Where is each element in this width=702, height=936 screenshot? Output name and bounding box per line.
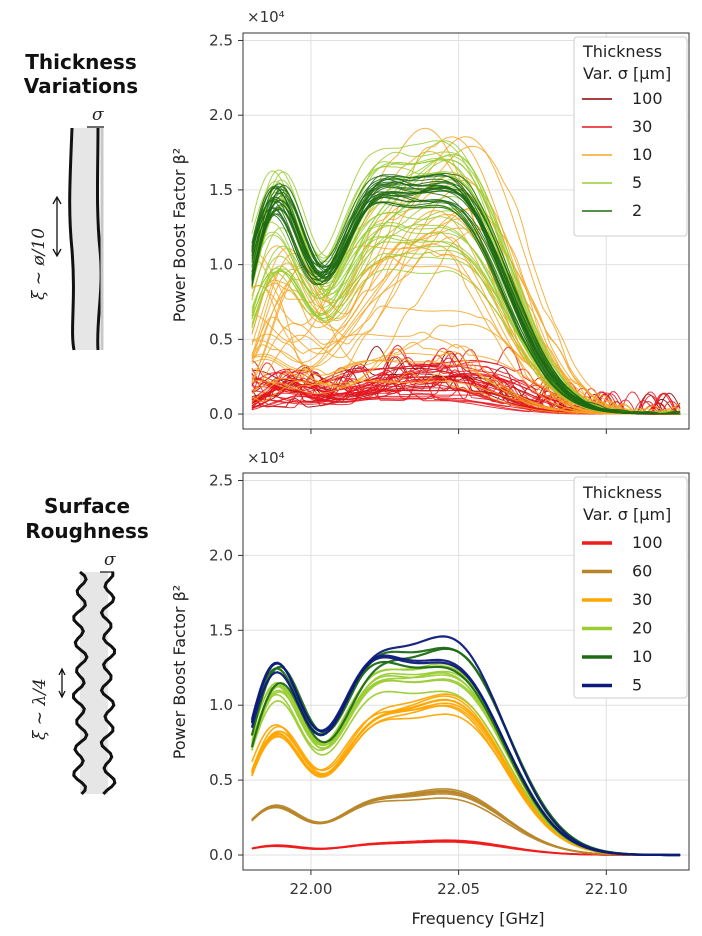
- legend-label-100: 100: [632, 533, 663, 552]
- legend-label-20: 20: [632, 619, 652, 638]
- legend-label-5: 5: [632, 676, 642, 695]
- y-tick-label: 1.5: [209, 181, 233, 199]
- legend-entries: 100 60 30 20 10 5: [582, 533, 663, 695]
- axis-ticks: 0.0 0.5 1.0 1.5 2.0 2.5 22.00 22.05 22.10: [209, 471, 628, 898]
- legend: Thickness Var. σ [μm] 100 60 30 20 10 5: [573, 476, 688, 699]
- xi-arrowheads: [52, 195, 62, 258]
- series-line-2: [251, 185, 681, 415]
- series-line-10: [251, 284, 681, 415]
- series-line-30: [251, 702, 681, 856]
- series-line-2: [251, 196, 681, 415]
- surface-roughness-illustration: Surface Roughness σ ξ ∼ λ/4: [25, 494, 149, 796]
- series-line-2: [251, 177, 681, 415]
- legend-title-line-2: Var. σ [μm]: [583, 505, 671, 524]
- y-axis-label: Power Boost Factor β²: [170, 585, 189, 759]
- xi-arrowheads: [58, 667, 66, 699]
- series-line-10: [251, 228, 681, 415]
- y-tick-label: 0.5: [209, 330, 233, 348]
- series-line-60: [251, 797, 681, 856]
- chart-surface-roughness: 0.0 0.5 1.0 1.5 2.0 2.5 22.00 22.05 22.10 ×10⁴ P…: [170, 449, 690, 928]
- side-title-line-1: Thickness: [25, 50, 137, 74]
- side-title-line-1: Surface: [44, 494, 130, 518]
- side-title-line-2: Variations: [24, 74, 138, 98]
- wall-right-edge: [99, 572, 117, 796]
- plot-frame: [242, 32, 690, 430]
- legend-label-10: 10: [632, 647, 652, 666]
- series-line-30: [251, 352, 681, 415]
- series-line-30: [251, 713, 681, 856]
- series-line-30: [251, 699, 681, 856]
- legend-title-line-2: Var. σ [μm]: [583, 64, 671, 83]
- legend-label-30: 30: [632, 117, 652, 136]
- y-tick-label: 0.0: [209, 846, 233, 864]
- y-tick-label: 1.0: [209, 256, 233, 274]
- y-tick-label: 0.5: [209, 771, 233, 789]
- x-axis-label: Frequency [GHz]: [411, 909, 544, 928]
- legend-label-100: 100: [632, 89, 663, 108]
- wall-left-edge: [71, 570, 89, 796]
- y-axis-label: Power Boost Factor β²: [170, 148, 189, 322]
- sigma-label: σ: [92, 105, 104, 125]
- wall-fill: [69, 128, 102, 350]
- legend-title-line-1: Thickness: [582, 483, 662, 502]
- x-tick-label: 22.00: [289, 880, 332, 898]
- legend-entries: 100 30 10 5 2: [582, 89, 663, 220]
- series-line-10: [251, 207, 681, 415]
- legend-box: [573, 476, 688, 699]
- y-scale-label: ×10⁴: [247, 449, 285, 467]
- y-tick-label: 2.5: [209, 471, 233, 489]
- sigma-label: σ: [104, 550, 116, 570]
- series-line-20: [251, 670, 681, 856]
- legend-label-2: 2: [632, 201, 642, 220]
- legend-label-60: 60: [632, 562, 652, 581]
- xi-label: ξ ∼ λ/4: [30, 678, 50, 740]
- series-lines: [250, 635, 681, 857]
- y-tick-label: 2.5: [209, 31, 233, 49]
- legend-box: [573, 36, 688, 237]
- y-scale-label: ×10⁴: [247, 8, 285, 26]
- axis-ticks: 0.0 0.5 1.0 1.5 2.0 2.5: [209, 31, 607, 434]
- legend-label-10: 10: [632, 145, 652, 164]
- x-tick-label: 22.05: [437, 880, 480, 898]
- wall-left-edge: [68, 127, 76, 351]
- y-tick-label: 2.0: [209, 106, 233, 124]
- side-title-line-2: Roughness: [25, 519, 149, 543]
- series-line-60: [251, 790, 681, 856]
- series-line-5: [250, 656, 681, 857]
- series-line-30: [251, 698, 681, 856]
- legend-title-line-1: Thickness: [582, 42, 662, 61]
- legend-label-5: 5: [632, 173, 642, 192]
- series-line-10: [251, 333, 681, 415]
- y-tick-label: 1.5: [209, 621, 233, 639]
- y-tick-label: 1.0: [209, 696, 233, 714]
- thickness-variations-illustration: Thickness Variations σ ξ ∼ ø/10: [24, 50, 138, 351]
- xi-label: ξ ∼ ø/10: [29, 228, 49, 300]
- y-tick-label: 0.0: [209, 405, 233, 423]
- series-line-60: [251, 793, 681, 856]
- series-lines: [251, 127, 681, 415]
- wall-right-edge: [96, 127, 103, 351]
- legend: Thickness Var. σ [μm] 100 30 10 5 2: [573, 36, 688, 237]
- legend-label-30: 30: [632, 590, 652, 609]
- y-tick-label: 2.0: [209, 546, 233, 564]
- plot-frame: [242, 472, 690, 871]
- chart-thickness-variations: 0.0 0.5 1.0 1.5 2.0 2.5 ×10⁴ Power Boost Fact…: [170, 8, 690, 434]
- x-tick-label: 22.10: [585, 880, 628, 898]
